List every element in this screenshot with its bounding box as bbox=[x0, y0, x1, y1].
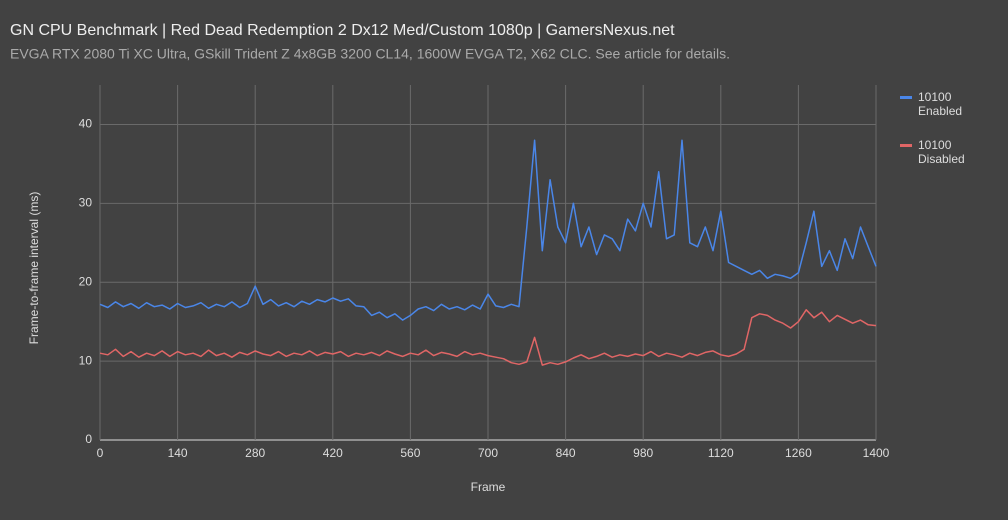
x-tick-label: 0 bbox=[97, 446, 104, 460]
y-tick-label: 0 bbox=[85, 432, 92, 446]
legend-swatch bbox=[900, 144, 912, 147]
x-tick-label: 1260 bbox=[785, 446, 812, 460]
x-tick-label: 140 bbox=[168, 446, 188, 460]
chart-title: GN CPU Benchmark | Red Dead Redemption 2… bbox=[10, 22, 675, 39]
series-line bbox=[99, 309, 877, 366]
series-line bbox=[99, 139, 877, 321]
x-tick-label: 1400 bbox=[863, 446, 890, 460]
legend-label: 10100 Enabled bbox=[918, 90, 963, 118]
legend-label: 10100 Disabled bbox=[918, 138, 965, 166]
chart-subtitle: EVGA RTX 2080 Ti XC Ultra, GSkill Triden… bbox=[10, 46, 730, 62]
x-tick-label: 420 bbox=[323, 446, 343, 460]
y-tick-label: 10 bbox=[79, 353, 93, 367]
y-tick-label: 40 bbox=[79, 117, 93, 131]
legend-swatch bbox=[900, 96, 912, 99]
x-tick-label: 280 bbox=[245, 446, 265, 460]
x-tick-label: 560 bbox=[400, 446, 420, 460]
x-tick-label: 700 bbox=[478, 446, 498, 460]
x-tick-label: 1120 bbox=[708, 446, 734, 460]
legend-item: 10100 Disabled bbox=[900, 138, 980, 166]
y-axis-label: Frame-to-frame interval (ms) bbox=[27, 192, 41, 345]
y-tick-label: 30 bbox=[79, 196, 93, 210]
x-tick-label: 840 bbox=[556, 446, 576, 460]
y-tick-label: 20 bbox=[79, 274, 93, 288]
x-tick-label: 980 bbox=[633, 446, 653, 460]
legend-item: 10100 Enabled bbox=[900, 90, 980, 118]
x-axis-label: Frame bbox=[471, 480, 506, 494]
